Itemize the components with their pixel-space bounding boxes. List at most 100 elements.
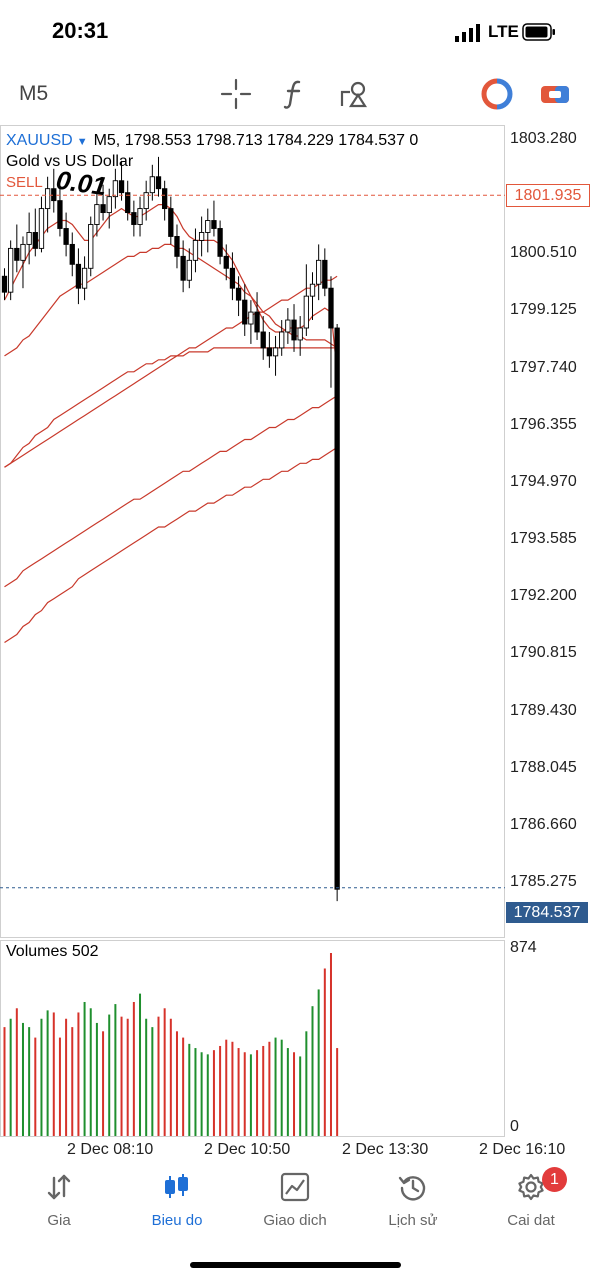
objects-icon[interactable] [338, 78, 370, 110]
candle [272, 335, 279, 376]
candle [235, 276, 242, 317]
candle [229, 252, 236, 301]
price-chart[interactable] [0, 125, 591, 1140]
volume-bar [293, 1052, 296, 1136]
volume-bar [194, 1048, 197, 1136]
candle [248, 300, 254, 344]
candle [63, 212, 69, 257]
volume-bar [286, 1048, 289, 1136]
network-type: LTE [488, 22, 519, 41]
tab-label: Lịch sử [388, 1212, 438, 1229]
trade-panel-icon[interactable] [539, 78, 571, 110]
trade-chart-icon [280, 1172, 310, 1202]
volume-bars [3, 953, 339, 1136]
volume-bar [212, 1050, 215, 1136]
tab-trade[interactable]: Giao dich [236, 1160, 354, 1240]
volume-bar [169, 1018, 172, 1136]
candle [266, 331, 273, 368]
symbol-label[interactable]: XAUUSD [6, 132, 73, 149]
sell-price-tag: 1801.935 [506, 184, 590, 207]
candle [254, 292, 260, 340]
volume-bar [89, 1008, 92, 1136]
symbol-dropdown-icon[interactable]: ▼ [76, 136, 88, 148]
timeframe-button[interactable]: M5 [19, 82, 49, 105]
chart-area[interactable]: XAUUSD ▼ M5, 1798.553 1798.713 1784.229 17… [0, 125, 591, 1158]
price-tick: 1789.430 [510, 702, 577, 719]
price-tick: 1799.125 [510, 301, 577, 318]
candle [1, 268, 8, 301]
candle [51, 168, 57, 213]
volume-bar [102, 1031, 105, 1136]
tab-chart[interactable]: Bieu do [118, 1160, 236, 1240]
volume-bar [65, 1018, 68, 1136]
volume-bar [219, 1045, 222, 1136]
time-tick: 2 Dec 10:50 [204, 1141, 291, 1158]
volume-bar [280, 1039, 283, 1136]
symbol-description: Gold vs US Dollar [6, 153, 134, 170]
battery-icon [522, 23, 555, 41]
volume-bar [132, 1001, 135, 1136]
ohlc-values: M5, 1798.553 1798.713 1784.229 1784.537 … [93, 132, 419, 149]
candle [334, 324, 340, 902]
volume-bar [237, 1048, 240, 1136]
candle [14, 224, 20, 273]
candle [162, 180, 168, 221]
volume-bar [52, 1012, 55, 1136]
quotes-arrows-icon [47, 1174, 71, 1200]
candle [291, 304, 297, 352]
indicators-icon[interactable] [279, 78, 311, 110]
candle [125, 180, 131, 221]
price-panel-border [0, 125, 505, 938]
candle [100, 184, 106, 221]
candles [1, 156, 340, 902]
volume-zero-tick: 0 [510, 1118, 519, 1135]
candle [174, 224, 180, 269]
candle [149, 164, 155, 201]
volume-bar [77, 1012, 80, 1136]
crosshair-icon[interactable] [220, 78, 252, 110]
tab-quotes[interactable]: Gia [0, 1160, 118, 1240]
volume-bar [262, 1045, 265, 1136]
candle [112, 168, 119, 209]
sell-order-label[interactable]: SELL [6, 174, 43, 191]
candle [309, 272, 316, 321]
home-indicator [190, 1262, 401, 1268]
chart-header: XAUUSD ▼ M5, 1798.553 1798.713 1784.229 17… [6, 132, 418, 150]
volume-bar [200, 1052, 203, 1136]
candle [205, 208, 211, 253]
volume-bar [225, 1039, 228, 1136]
tab-label: Giao dich [263, 1212, 327, 1229]
volume-bar [83, 1001, 86, 1136]
candle [118, 160, 125, 201]
volume-bar [15, 1008, 18, 1136]
volume-bar [157, 1016, 160, 1136]
volume-bar [188, 1043, 191, 1136]
volume-bar [151, 1027, 154, 1136]
tab-settings[interactable]: Cai dat [472, 1160, 590, 1240]
time-tick: 2 Dec 13:30 [342, 1141, 429, 1158]
volume-max-tick: 874 [510, 939, 537, 956]
moving-average-line [4, 446, 338, 644]
candle [297, 316, 303, 356]
candle [75, 248, 82, 305]
one-click-trading-icon[interactable] [481, 78, 513, 110]
volume-bar [139, 993, 142, 1136]
time-tick: 2 Dec 16:10 [479, 1141, 566, 1158]
volume-bar [249, 1054, 252, 1136]
tab-label: Bieu do [151, 1212, 203, 1229]
tab-history[interactable]: Lịch sử [354, 1160, 472, 1240]
candle [94, 192, 100, 237]
candle [242, 284, 248, 336]
tab-label: Gia [47, 1212, 71, 1229]
candle [57, 184, 63, 237]
volume-bar [175, 1031, 178, 1136]
candle [168, 196, 174, 245]
tab-label: Cai dat [507, 1212, 555, 1229]
volume-bar [126, 1018, 129, 1136]
volume-bar [256, 1050, 259, 1136]
volume-bar [46, 1010, 49, 1136]
moving-average-line [4, 347, 338, 468]
candle [137, 196, 143, 237]
history-clock-icon [398, 1176, 426, 1201]
moving-average-line [4, 395, 338, 588]
